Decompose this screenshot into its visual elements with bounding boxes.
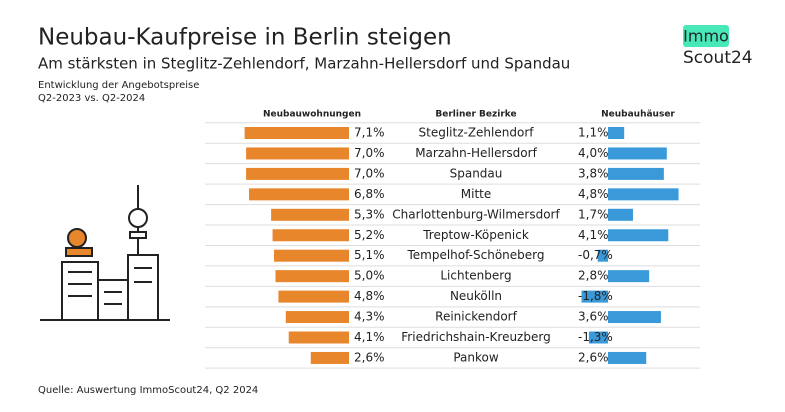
category-label: Treptow-Köpenick [422, 228, 529, 242]
value-label: 4,1% [354, 330, 385, 344]
bar [272, 229, 349, 242]
category-label: Mitte [461, 187, 491, 201]
bar [608, 147, 667, 160]
value-label: 5,1% [354, 248, 385, 262]
bar [608, 351, 647, 364]
bar [588, 331, 608, 344]
bar [246, 147, 349, 160]
value-label: -1,8% [578, 289, 613, 303]
bar [608, 270, 650, 283]
note: Q2-2023 vs. Q2-2024 [38, 93, 145, 104]
chart-subtitle: Am stärksten in Steglitz-Zehlendorf, Mar… [38, 55, 570, 73]
bar [310, 351, 349, 364]
bar [597, 249, 608, 262]
value-label: 2,6% [354, 350, 385, 364]
bar [608, 229, 669, 242]
illustration [40, 185, 170, 321]
category-label: Steglitz-Zehlendorf [419, 126, 535, 140]
value-label: 1,1% [578, 126, 609, 140]
value-label: 6,8% [354, 187, 385, 201]
value-label: 4,8% [354, 289, 385, 303]
logo-text: Immo [683, 27, 729, 46]
category-label: Lichtenberg [440, 269, 511, 283]
bar [608, 167, 664, 180]
bar [249, 188, 349, 201]
value-label: -1,3% [578, 330, 613, 344]
bar [244, 127, 349, 139]
source: Quelle: Auswertung ImmoScout24, Q2 2024 [38, 385, 258, 396]
bar [288, 331, 349, 344]
bar [608, 127, 625, 139]
bar [608, 188, 679, 201]
value-label: 5,3% [354, 207, 385, 221]
bar [275, 270, 349, 283]
value-label: 5,0% [354, 269, 385, 283]
note: Entwicklung der Angebotspreise [38, 80, 199, 91]
legend-label: Neubauhäuser [601, 110, 675, 120]
category-label: Reinickendorf [435, 310, 517, 324]
value-label: 7,1% [354, 126, 385, 140]
value-label: 2,6% [578, 350, 609, 364]
bar [608, 208, 633, 221]
value-label: 3,8% [578, 166, 609, 180]
value-label: 5,2% [354, 228, 385, 242]
value-label: 4,1% [578, 228, 609, 242]
value-label: 2,8% [578, 269, 609, 283]
bar [285, 311, 349, 324]
category-label: Spandau [450, 166, 503, 180]
chart-title: Neubau-Kaufpreise in Berlin steigen [38, 25, 452, 51]
value-label: 4,0% [578, 146, 609, 160]
value-label: 4,3% [354, 310, 385, 324]
category-label: Neukölln [450, 289, 502, 303]
legend-label: Neubauwohnungen [263, 110, 361, 120]
value-label: 7,0% [354, 146, 385, 160]
logo-text: Scout24 [683, 48, 753, 68]
bar [271, 208, 349, 221]
value-label: 7,0% [354, 166, 385, 180]
logo-badge [683, 25, 729, 47]
value-label: -0,7% [578, 248, 613, 262]
bar [278, 290, 349, 303]
logo: Immo Scout24 [683, 25, 753, 68]
value-label: 4,8% [578, 187, 609, 201]
column-header: Berliner Bezirke [435, 110, 516, 120]
bar [581, 290, 608, 303]
bar [608, 311, 661, 324]
category-label: Friedrichshain-Kreuzberg [401, 330, 550, 344]
category-label: Tempelhof-Schöneberg [406, 248, 544, 262]
value-label: 3,6% [578, 310, 609, 324]
category-label: Pankow [453, 350, 499, 364]
value-label: 1,7% [578, 207, 609, 221]
bar [246, 167, 349, 180]
category-label: Charlottenburg-Wilmersdorf [392, 207, 560, 221]
category-label: Marzahn-Hellersdorf [415, 146, 537, 160]
bar [274, 249, 349, 262]
